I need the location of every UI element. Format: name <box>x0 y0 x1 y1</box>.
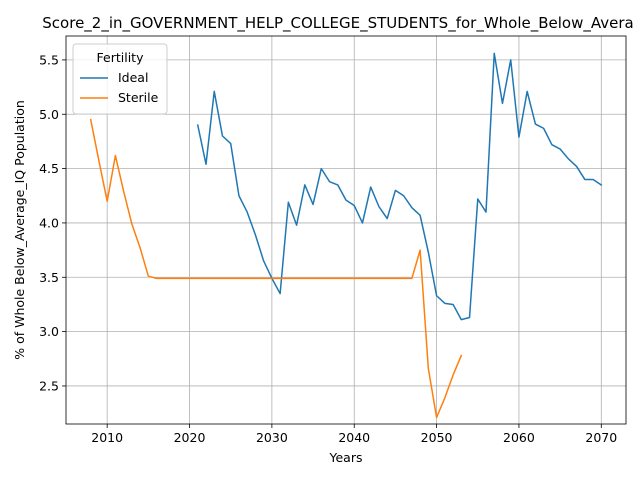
plot-frame <box>65 35 627 425</box>
y-axis: 2.5 3.0 3.5 4.0 4.5 5.0 5.5 <box>39 52 66 393</box>
y-tick-label: 2.5 <box>39 378 59 393</box>
legend-label-sterile: Sterile <box>118 90 159 105</box>
x-tick-label: 2040 <box>338 430 370 445</box>
y-tick-label: 3.5 <box>39 270 59 285</box>
x-tick-label: 2010 <box>91 430 123 445</box>
x-tick-label: 2050 <box>421 430 453 445</box>
y-tick-label: 4.5 <box>39 161 59 176</box>
y-tick-label: 5.0 <box>39 107 59 122</box>
x-tick-label: 2060 <box>503 430 535 445</box>
y-tick-label: 5.5 <box>39 52 59 67</box>
legend: Fertility Ideal Sterile <box>72 43 168 115</box>
grid-lines <box>66 36 626 424</box>
legend-title: Fertility <box>97 50 145 65</box>
series-layer <box>89 52 603 419</box>
x-axis-label: Years <box>329 450 363 465</box>
x-tick-label: 2020 <box>174 430 206 445</box>
series-line-sterile <box>89 118 463 419</box>
x-tick-label: 2070 <box>585 430 617 445</box>
y-axis-label: % of Whole Below_Average_IQ Population <box>12 100 27 360</box>
x-axis: 2010 2020 2030 2040 2050 2060 2070 <box>91 424 617 445</box>
chart-title: Score_2_in_GOVERNMENT_HELP_COLLEGE_STUDE… <box>42 14 633 33</box>
legend-label-ideal: Ideal <box>118 70 148 85</box>
y-tick-label: 3.0 <box>39 324 59 339</box>
series-line-ideal <box>196 52 603 321</box>
x-tick-label: 2030 <box>256 430 288 445</box>
y-tick-label: 4.0 <box>39 215 59 230</box>
legend-box <box>72 43 168 115</box>
